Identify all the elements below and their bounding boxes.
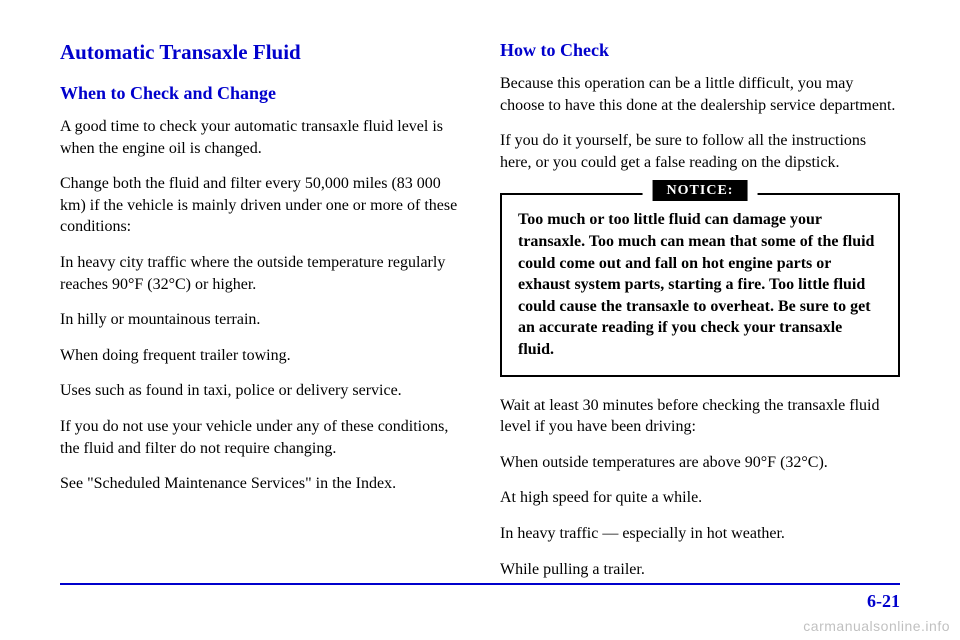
bullet: In heavy traffic — especially in hot wea… [500,523,900,545]
bullet: In heavy city traffic where the outside … [60,252,460,295]
paragraph: See "Scheduled Maintenance Services" in … [60,473,460,495]
bullet: At high speed for quite a while. [500,487,900,509]
notice-label-wrap: NOTICE: [643,181,758,199]
heading-when-to-check: When to Check and Change [60,83,460,104]
footer-rule [60,583,900,585]
page-body: Automatic Transaxle Fluid When to Check … [0,0,960,594]
paragraph: Change both the fluid and filter every 5… [60,173,460,238]
bullet: While pulling a trailer. [500,559,900,581]
paragraph: If you do it yourself, be sure to follow… [500,130,900,173]
heading-how-to-check: How to Check [500,40,900,61]
paragraph: If you do not use your vehicle under any… [60,416,460,459]
right-column: How to Check Because this operation can … [500,40,900,594]
notice-label: NOTICE: [653,180,748,201]
paragraph: A good time to check your automatic tran… [60,116,460,159]
paragraph: Because this operation can be a little d… [500,73,900,116]
notice-box: NOTICE: Too much or too little fluid can… [500,193,900,376]
page-number: 6-21 [60,591,900,612]
paragraph: Wait at least 30 minutes before checking… [500,395,900,438]
bullet: When outside temperatures are above 90°F… [500,452,900,474]
bullet: When doing frequent trailer towing. [60,345,460,367]
heading-automatic-transaxle-fluid: Automatic Transaxle Fluid [60,40,460,65]
notice-text: Too much or too little fluid can damage … [518,209,882,360]
bullet: In hilly or mountainous terrain. [60,309,460,331]
watermark: carmanualsonline.info [803,618,950,634]
bullet: Uses such as found in taxi, police or de… [60,380,460,402]
page-footer: 6-21 [60,583,900,612]
left-column: Automatic Transaxle Fluid When to Check … [60,40,460,594]
